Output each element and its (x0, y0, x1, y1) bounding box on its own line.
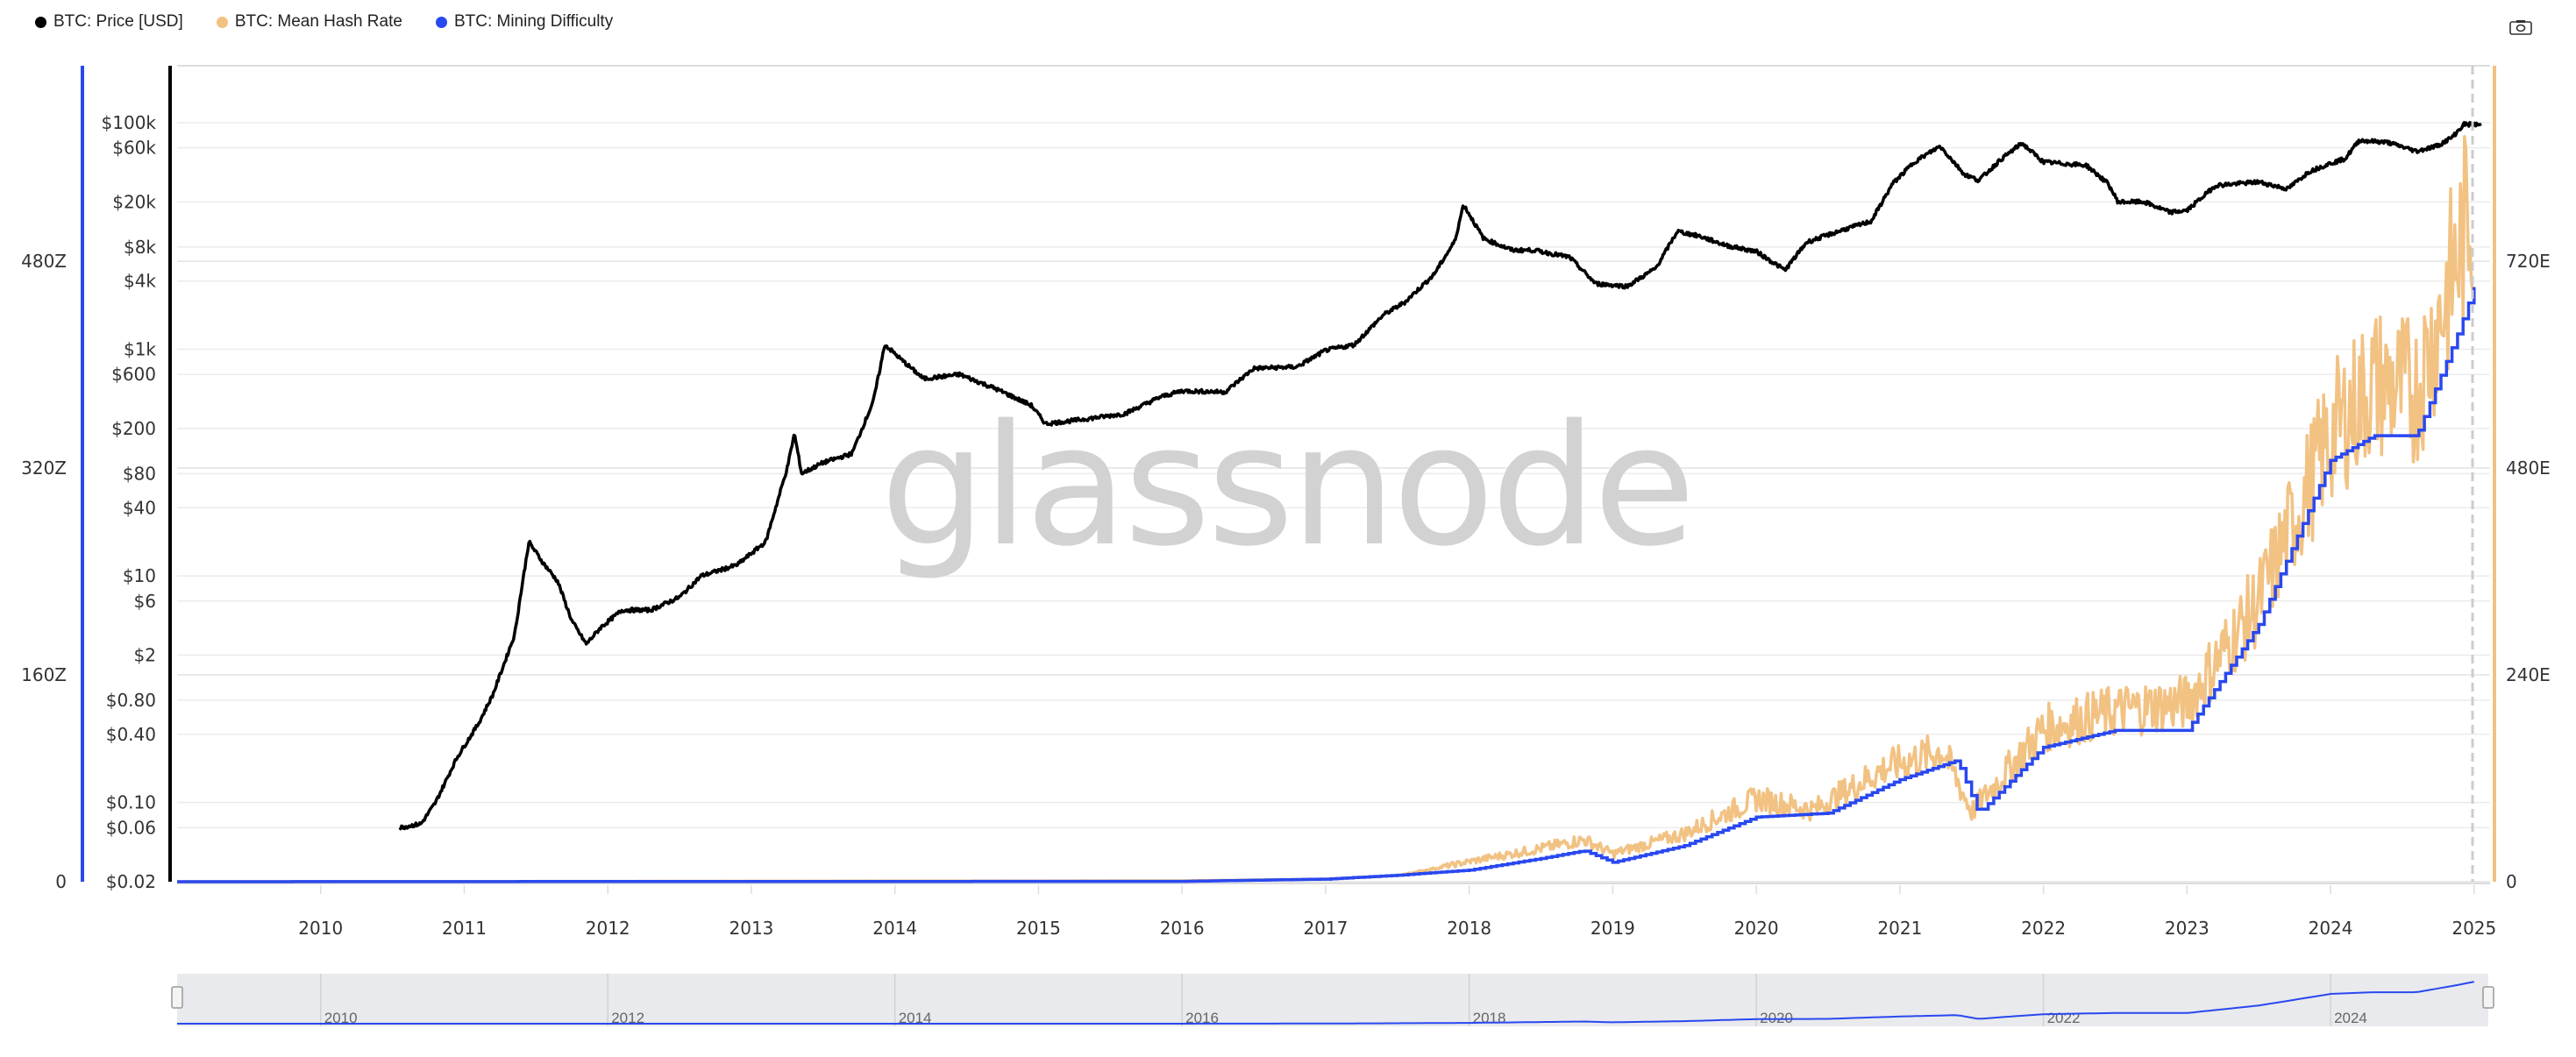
x-tick-label: 2021 (1877, 918, 1922, 939)
x-tick-label: 2025 (2451, 918, 2496, 939)
price-tick-label: $8k (124, 237, 156, 258)
camera-icon[interactable] (2509, 19, 2532, 35)
difficulty-tick-label: 480Z (21, 251, 67, 272)
price-tick-label: $0.10 (106, 792, 156, 813)
price-line (398, 121, 2482, 831)
x-tick-label: 2015 (1016, 918, 1061, 939)
legend-item-difficulty[interactable]: BTC: Mining Difficulty (435, 12, 614, 32)
price-tick-label: $0.02 (106, 871, 156, 892)
x-tick-label: 2017 (1303, 918, 1348, 939)
x-tick-label: 2010 (298, 918, 343, 939)
x-tick-label: 2011 (442, 918, 487, 939)
price-tick-label: $0.40 (106, 724, 156, 745)
legend-label-price: BTC: Price [USD] (53, 12, 183, 31)
x-tick-label: 2024 (2309, 918, 2353, 939)
x-tick-label: 2014 (872, 918, 917, 939)
hashrate-tick-label: 0 (2506, 871, 2517, 892)
navigator-tick-label: 2022 (2047, 1010, 2081, 1026)
navigator-tick-label: 2024 (2334, 1010, 2367, 1026)
x-tick-label: 2013 (729, 918, 774, 939)
x-tick-label: 2018 (1447, 918, 1491, 939)
price-tick-label: $40 (123, 497, 156, 518)
navigator-tick-label: 2020 (1760, 1010, 1793, 1026)
x-tick-label: 2019 (1590, 918, 1635, 939)
difficulty-tick-label: 0 (55, 871, 67, 892)
difficulty-dot-icon (435, 16, 447, 28)
glassnode-watermark: glassnode (880, 389, 1692, 583)
legend-label-difficulty: BTC: Mining Difficulty (453, 12, 614, 31)
x-tick-label: 2016 (1160, 918, 1205, 939)
price-tick-label: $200 (111, 418, 156, 439)
x-tick-label: 2020 (1734, 918, 1779, 939)
price-tick-label: $2 (134, 644, 156, 665)
legend-item-price[interactable]: BTC: Price [USD] (35, 12, 183, 32)
navigator-tick-label: 2016 (1185, 1010, 1219, 1026)
price-tick-label: $100k (102, 112, 157, 133)
navigator-background (177, 974, 2488, 1026)
price-tick-label: $600 (111, 364, 156, 385)
price-tick-label: $80 (123, 463, 156, 484)
difficulty-tick-label: 160Z (21, 664, 67, 685)
hashrate-tick-label: 240E (2506, 664, 2551, 685)
difficulty-tick-label: 320Z (21, 458, 67, 479)
price-tick-label: $10 (123, 565, 156, 586)
price-tick-label: $60k (112, 138, 156, 159)
chart-legend: BTC: Price [USD] BTC: Mean Hash Rate BTC… (35, 12, 613, 32)
legend-item-hash-rate[interactable]: BTC: Mean Hash Rate (216, 12, 402, 32)
price-tick-label: $0.06 (106, 817, 156, 838)
price-dot-icon (35, 16, 46, 28)
navigator-difficulty-line (177, 981, 2475, 1025)
hashrate-tick-label: 720E (2506, 251, 2551, 272)
hashrate-tick-label: 480E (2506, 458, 2551, 479)
navigator-right-handle[interactable] (2482, 986, 2494, 1009)
x-tick-label: 2023 (2165, 918, 2210, 939)
navigator-left-handle[interactable] (171, 986, 183, 1009)
hash-rate-dot-icon (216, 16, 228, 28)
navigator-tick-label: 2014 (899, 1010, 932, 1026)
price-tick-label: $6 (134, 591, 156, 612)
navigator-tick-label: 2012 (611, 1010, 644, 1026)
price-tick-label: $20k (112, 191, 156, 212)
x-tick-label: 2022 (2021, 918, 2066, 939)
legend-label-hash-rate: BTC: Mean Hash Rate (234, 12, 402, 31)
price-tick-label: $1k (124, 339, 156, 360)
difficulty-line (177, 287, 2476, 883)
x-tick-label: 2012 (586, 918, 630, 939)
navigator-tick-label: 2010 (324, 1010, 358, 1026)
price-tick-label: $0.80 (106, 690, 156, 711)
navigator-tick-label: 2018 (1473, 1010, 1506, 1026)
price-tick-label: $4k (124, 271, 156, 292)
